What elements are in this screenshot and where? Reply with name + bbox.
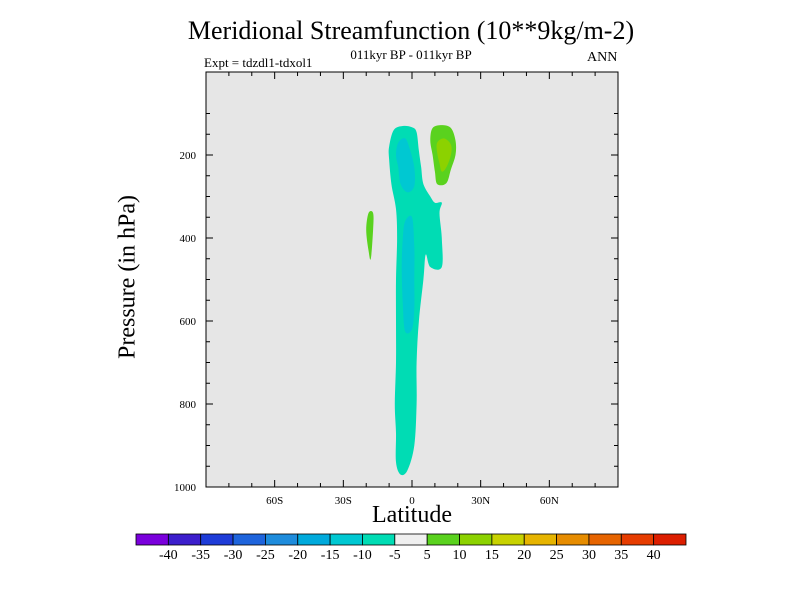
colorbar-swatch — [362, 533, 396, 546]
colorbar-swatch — [620, 533, 655, 546]
colorbar-swatch — [459, 533, 493, 546]
colorbar-swatch — [556, 533, 590, 546]
colorbar-label: -20 — [288, 548, 307, 563]
colorbar-swatch — [135, 533, 169, 546]
x-axis-label: Latitude — [372, 502, 452, 528]
colorbar-label: -5 — [389, 548, 401, 563]
colorbar-swatch — [491, 533, 525, 546]
colorbar-label: -15 — [321, 548, 340, 563]
colorbar-label: 25 — [550, 548, 564, 563]
colorbar-label: -35 — [191, 548, 210, 563]
small-positive-cell — [366, 211, 374, 260]
colorbar-label: -40 — [159, 548, 178, 563]
colorbar-label: -30 — [224, 548, 243, 563]
x-tick-label: 30N — [471, 495, 490, 507]
colorbar-swatch — [329, 533, 363, 546]
x-tick-label: 30S — [335, 495, 352, 507]
colorbar-swatch — [265, 533, 299, 546]
contour-regions — [366, 125, 457, 476]
y-tick-label: 400 — [180, 233, 197, 245]
colorbar-swatch — [426, 533, 460, 546]
y-tick-label: 800 — [180, 399, 197, 411]
colorbar-label: 35 — [614, 548, 628, 563]
colorbar-label: 20 — [517, 548, 531, 563]
colorbar-swatch — [200, 533, 234, 546]
y-tick-label: 600 — [180, 316, 197, 328]
negative-streamfunction-core-lower — [401, 215, 415, 334]
negative-streamfunction-core-upper — [396, 138, 416, 193]
axis-tick-labels: 60S 30S 0 30N 60N 200 400 600 800 1000 — [174, 150, 559, 507]
colorbar-label: -10 — [353, 548, 372, 563]
colorbar-label: 40 — [647, 548, 661, 563]
colorbar-swatch — [297, 533, 331, 546]
chart-subtitle: 011kyr BP - 011kyr BP — [350, 47, 472, 62]
colorbar-label: 15 — [485, 548, 499, 563]
colorbar: -40 -35 -30 -25 -20 -15 -10 -5 5 10 15 20 25 30 35 40 — [135, 533, 687, 563]
x-tick-label: 0 — [409, 495, 415, 507]
colorbar-swatch — [588, 533, 622, 546]
colorbar-swatch — [232, 533, 266, 546]
positive-streamfunction-core — [436, 138, 452, 172]
colorbar-swatch — [394, 533, 428, 546]
x-tick-label: 60N — [540, 495, 559, 507]
colorbar-label: -25 — [256, 548, 275, 563]
chart-title: Meridional Streamfunction (10**9kg/m-2) — [187, 16, 635, 45]
negative-streamfunction-cell — [388, 125, 443, 476]
axis-ticks — [206, 72, 618, 487]
colorbar-swatch — [523, 533, 557, 546]
colorbar-swatch — [653, 533, 687, 546]
colorbar-label: 10 — [453, 548, 467, 563]
y-tick-label: 1000 — [174, 482, 197, 494]
y-tick-label: 200 — [180, 150, 197, 162]
colorbar-label: 5 — [424, 548, 431, 563]
colorbar-label: 30 — [582, 548, 596, 563]
experiment-label: Expt = tdzdl1-tdxol1 — [204, 55, 313, 70]
x-tick-label: 60S — [266, 495, 283, 507]
colorbar-swatch — [167, 533, 202, 546]
season-label: ANN — [587, 50, 618, 65]
